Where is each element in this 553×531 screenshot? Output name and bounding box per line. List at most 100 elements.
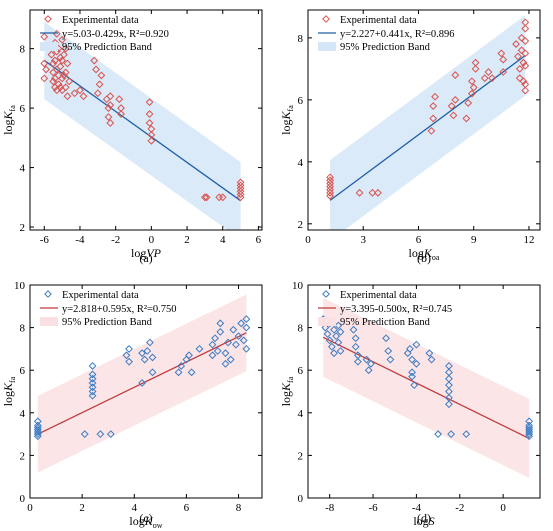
panel-b: 0 3 6 9 12 2 4 6 8 logKoa logKfa Experimental data y…	[279, 9, 541, 265]
data-point	[488, 74, 497, 83]
data-point	[56, 62, 65, 71]
legend-fit-label: y=5.03-0.429x, R²=0.920	[62, 29, 169, 40]
data-point	[362, 355, 371, 364]
data-point	[140, 355, 149, 364]
data-point	[229, 325, 238, 334]
data-point	[355, 188, 364, 197]
data-point	[412, 359, 421, 368]
fit-line	[322, 336, 530, 440]
panel-label: (a)	[139, 251, 152, 265]
y-tick-label: 8	[298, 323, 304, 335]
y-tick-label: 10	[292, 280, 304, 292]
data-point	[125, 344, 133, 353]
data-point	[412, 340, 421, 349]
data-point	[242, 323, 251, 332]
legend-scatter-label: Experimental data	[340, 290, 417, 301]
y-tick-label: 8	[20, 323, 26, 335]
data-point	[51, 56, 59, 65]
data-point	[464, 99, 473, 107]
y-axis-label: logKfa	[1, 376, 17, 406]
x-tick-label: 8	[236, 502, 242, 514]
data-point	[88, 383, 97, 392]
data-point	[515, 64, 524, 73]
data-point	[61, 83, 70, 92]
data-point	[349, 325, 358, 334]
y-tick-label: 0	[298, 493, 304, 505]
data-point	[242, 315, 251, 323]
data-point	[106, 101, 115, 110]
data-point	[513, 52, 522, 61]
data-point	[226, 355, 235, 364]
data-point	[462, 114, 471, 123]
data-point	[221, 349, 230, 358]
data-point	[79, 92, 88, 101]
fit-line	[329, 55, 526, 201]
data-point	[242, 344, 251, 353]
prediction-band	[44, 21, 241, 230]
data-point	[33, 430, 42, 439]
y-tick-label: 2	[298, 219, 304, 231]
x-tick-label: 0	[27, 502, 33, 514]
legend-band-swatch	[40, 42, 58, 51]
data-point	[54, 80, 63, 89]
data-point	[408, 355, 416, 364]
data-point	[525, 430, 534, 439]
data-point	[449, 111, 458, 120]
data-point	[40, 59, 49, 68]
legend-marker	[44, 15, 52, 23]
data-point	[321, 323, 330, 332]
data-point	[174, 368, 183, 377]
x-tick-label: 12	[523, 234, 534, 246]
data-point	[40, 32, 49, 41]
data-point	[447, 430, 456, 439]
data-point	[374, 188, 382, 197]
data-point	[96, 430, 105, 439]
axes-frame	[29, 284, 263, 499]
data-point	[497, 49, 506, 58]
data-point	[467, 89, 476, 98]
y-tick-label: 6	[298, 365, 304, 377]
data-point	[88, 387, 97, 396]
data-point	[431, 92, 439, 101]
data-point	[336, 347, 345, 355]
data-point	[106, 119, 115, 127]
data-point	[467, 77, 476, 86]
data-point	[221, 359, 230, 368]
axes-frame	[307, 284, 541, 499]
plot-area	[40, 21, 245, 230]
data-point	[351, 334, 360, 343]
data-point	[70, 89, 79, 98]
data-point	[213, 347, 222, 355]
x-tick-label: 4	[220, 234, 226, 246]
x-tick-label: 0	[500, 502, 506, 514]
data-point	[76, 86, 84, 95]
plot-area	[326, 15, 530, 230]
data-point	[447, 102, 456, 110]
y-tick-label: 2	[20, 450, 26, 462]
x-axis-label: logKoa	[409, 246, 440, 262]
legend-marker	[322, 290, 330, 298]
data-point	[138, 349, 146, 358]
x-tick-label: 6	[256, 234, 262, 246]
data-point	[58, 74, 67, 83]
y-tick-label: 4	[20, 408, 26, 420]
data-point	[148, 353, 157, 362]
data-point	[351, 342, 360, 351]
data-point	[525, 428, 534, 436]
data-point	[521, 61, 530, 70]
plot-area	[33, 294, 251, 473]
data-point	[462, 430, 471, 439]
data-point	[234, 332, 243, 341]
prediction-band	[330, 15, 526, 230]
data-point	[239, 336, 248, 345]
data-point	[88, 391, 97, 400]
x-tick-label: 0	[305, 234, 311, 246]
data-point	[61, 68, 70, 77]
x-axis-label: logKow	[129, 514, 162, 530]
legend-band-label: 95% Prediction Band	[340, 317, 431, 328]
data-point	[49, 59, 58, 68]
y-tick-label: 6	[20, 365, 26, 377]
x-tick-label: -6	[368, 502, 378, 514]
legend: Experimental data y=5.03-0.429x, R²=0.920…	[40, 15, 169, 53]
data-point	[521, 24, 530, 33]
